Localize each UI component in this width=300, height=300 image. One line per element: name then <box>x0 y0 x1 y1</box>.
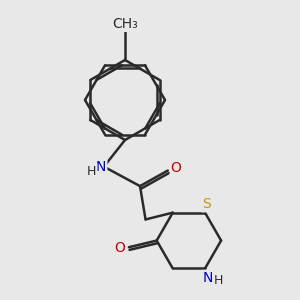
Text: CH₃: CH₃ <box>112 17 138 31</box>
Text: N: N <box>202 271 213 285</box>
Text: S: S <box>202 197 211 211</box>
Text: H: H <box>87 165 96 178</box>
Text: N: N <box>96 160 106 174</box>
Text: O: O <box>114 241 125 255</box>
Text: O: O <box>171 161 182 175</box>
Text: H: H <box>214 274 224 287</box>
